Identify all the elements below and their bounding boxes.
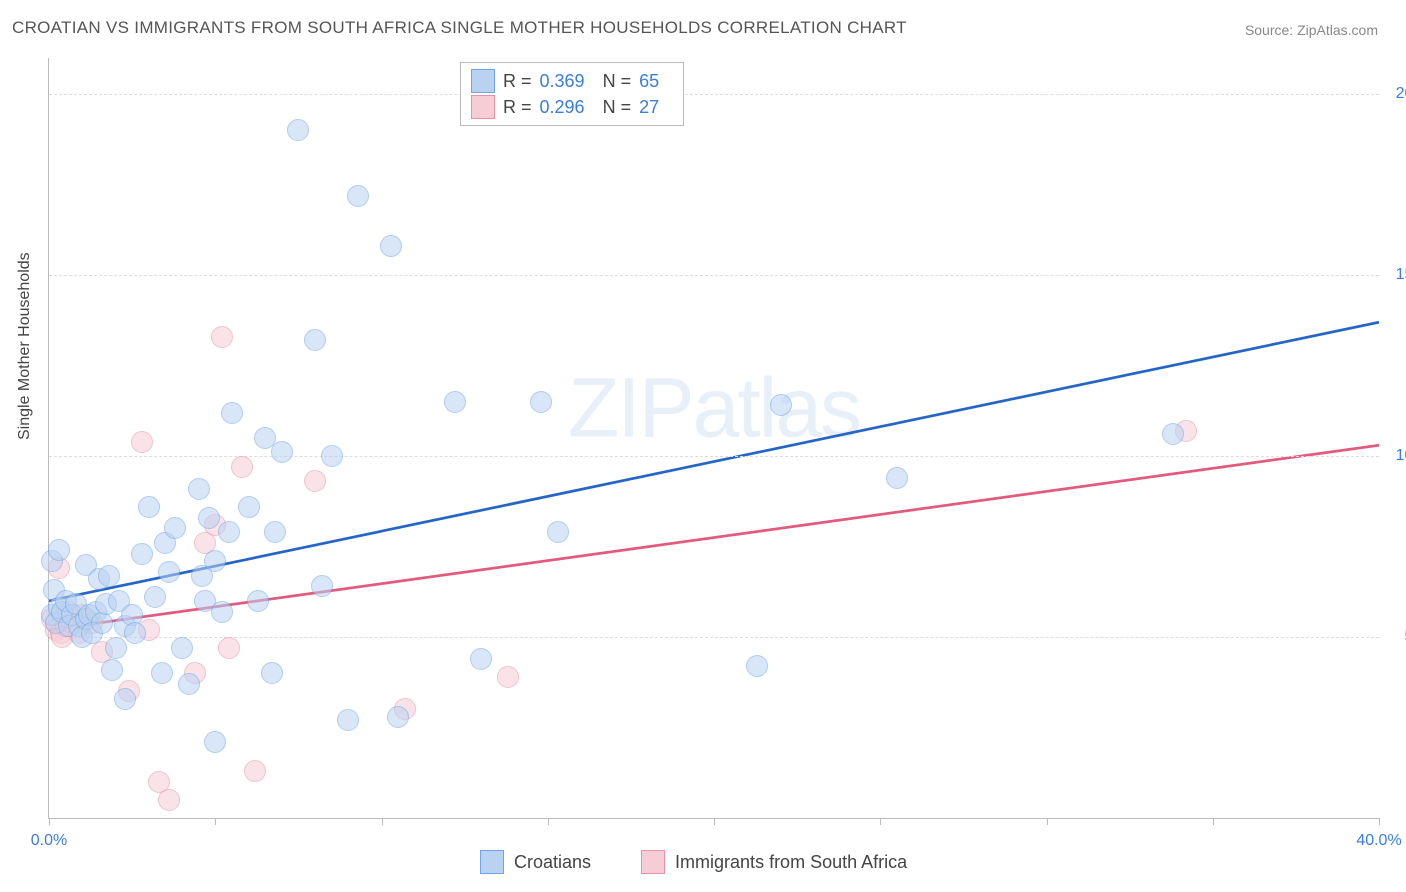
- scatter-point-series1: [444, 391, 466, 413]
- swatch-series1-icon: [471, 69, 495, 93]
- scatter-point-series1: [886, 467, 908, 489]
- r-value: 0.296: [540, 94, 585, 120]
- scatter-point-series1: [287, 119, 309, 141]
- plot-area: ZIPatlas 5.0%10.0%15.0%20.0%0.0%40.0%: [48, 58, 1379, 819]
- scatter-point-series1: [48, 539, 70, 561]
- source-label: Source: ZipAtlas.com: [1245, 22, 1378, 38]
- scatter-point-series1: [547, 521, 569, 543]
- scatter-point-series1: [204, 731, 226, 753]
- swatch-series2-icon: [471, 95, 495, 119]
- scatter-point-series1: [238, 496, 260, 518]
- scatter-point-series2: [218, 637, 240, 659]
- legend-label-1: Croatians: [514, 852, 591, 873]
- scatter-point-series1: [530, 391, 552, 413]
- x-tick: [382, 818, 383, 825]
- gridline: [49, 637, 1379, 638]
- scatter-point-series2: [244, 760, 266, 782]
- scatter-point-series2: [231, 456, 253, 478]
- n-label: N =: [603, 94, 632, 120]
- x-tick: [1379, 818, 1380, 825]
- scatter-point-series1: [124, 622, 146, 644]
- x-tick: [548, 818, 549, 825]
- scatter-point-series1: [171, 637, 193, 659]
- scatter-point-series1: [261, 662, 283, 684]
- y-tick-label: 20.0%: [1386, 85, 1406, 103]
- y-tick-label: 15.0%: [1386, 266, 1406, 284]
- legend-top-row-1: R = 0.369 N = 65: [471, 68, 669, 94]
- scatter-point-series1: [770, 394, 792, 416]
- scatter-point-series1: [337, 709, 359, 731]
- scatter-point-series1: [178, 673, 200, 695]
- r-label: R =: [503, 68, 532, 94]
- x-tick: [1213, 818, 1214, 825]
- legend-bottom: Croatians Immigrants from South Africa: [480, 850, 907, 874]
- scatter-point-series1: [321, 445, 343, 467]
- gridline: [49, 456, 1379, 457]
- scatter-point-series1: [98, 565, 120, 587]
- scatter-point-series1: [151, 662, 173, 684]
- y-tick-label: 10.0%: [1386, 447, 1406, 465]
- scatter-point-series1: [264, 521, 286, 543]
- n-label: N =: [603, 68, 632, 94]
- scatter-point-series1: [470, 648, 492, 670]
- x-tick-label: 0.0%: [31, 832, 67, 850]
- y-tick-label: 5.0%: [1386, 628, 1406, 646]
- x-tick: [215, 818, 216, 825]
- scatter-point-series1: [211, 601, 233, 623]
- gridline: [49, 94, 1379, 95]
- scatter-point-series1: [311, 575, 333, 597]
- x-tick: [49, 818, 50, 825]
- scatter-point-series2: [131, 431, 153, 453]
- scatter-point-series1: [138, 496, 160, 518]
- scatter-point-series1: [164, 517, 186, 539]
- scatter-point-series1: [101, 659, 123, 681]
- x-tick: [714, 818, 715, 825]
- scatter-point-series1: [131, 543, 153, 565]
- gridline: [49, 275, 1379, 276]
- scatter-point-series1: [218, 521, 240, 543]
- legend-top-row-2: R = 0.296 N = 27: [471, 94, 669, 120]
- watermark-bold: ZIP: [568, 360, 693, 454]
- legend-top: R = 0.369 N = 65 R = 0.296 N = 27: [460, 62, 684, 126]
- scatter-point-series1: [746, 655, 768, 677]
- y-axis-label: Single Mother Households: [16, 252, 34, 440]
- scatter-point-series1: [105, 637, 127, 659]
- r-label: R =: [503, 94, 532, 120]
- x-tick: [880, 818, 881, 825]
- n-value: 27: [639, 94, 659, 120]
- x-tick-label: 40.0%: [1356, 832, 1401, 850]
- scatter-point-series1: [188, 478, 210, 500]
- x-tick: [1047, 818, 1048, 825]
- r-value: 0.369: [540, 68, 585, 94]
- n-value: 65: [639, 68, 659, 94]
- scatter-point-series1: [204, 550, 226, 572]
- scatter-point-series1: [387, 706, 409, 728]
- watermark: ZIPatlas: [568, 359, 860, 456]
- scatter-point-series2: [158, 789, 180, 811]
- scatter-point-series1: [380, 235, 402, 257]
- scatter-point-series1: [158, 561, 180, 583]
- swatch-series1-icon: [480, 850, 504, 874]
- swatch-series2-icon: [641, 850, 665, 874]
- scatter-point-series1: [221, 402, 243, 424]
- scatter-point-series1: [114, 688, 136, 710]
- scatter-point-series1: [347, 185, 369, 207]
- scatter-point-series1: [198, 507, 220, 529]
- scatter-point-series1: [271, 441, 293, 463]
- scatter-point-series1: [247, 590, 269, 612]
- legend-label-2: Immigrants from South Africa: [675, 852, 907, 873]
- scatter-point-series1: [1162, 423, 1184, 445]
- chart-title: CROATIAN VS IMMIGRANTS FROM SOUTH AFRICA…: [12, 18, 907, 38]
- scatter-point-series1: [144, 586, 166, 608]
- scatter-point-series1: [304, 329, 326, 351]
- scatter-point-series2: [211, 326, 233, 348]
- scatter-point-series2: [497, 666, 519, 688]
- scatter-point-series2: [304, 470, 326, 492]
